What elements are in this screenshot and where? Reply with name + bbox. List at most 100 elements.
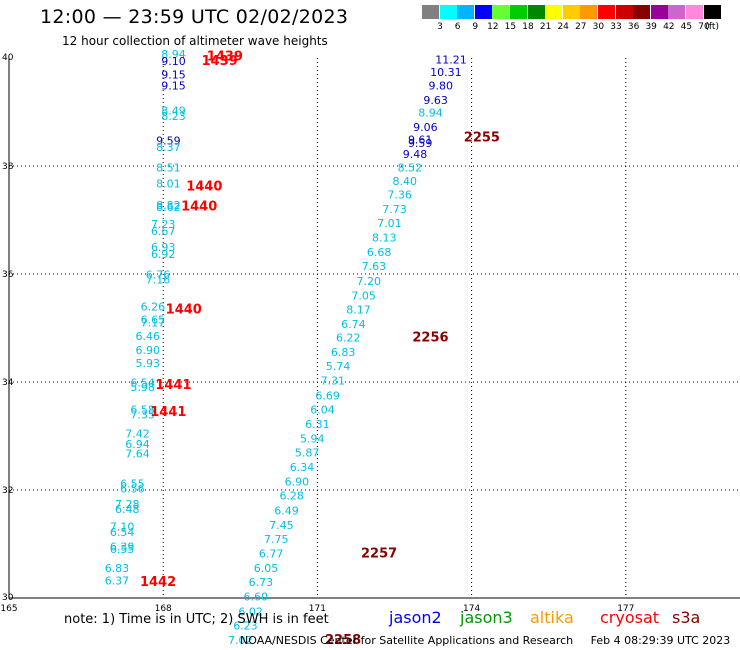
- wave-height-label: 6.58: [130, 403, 155, 416]
- legend-swatch: [439, 5, 457, 19]
- wave-height-label: 7.42: [125, 428, 150, 441]
- wave-height-label: 6.37: [105, 575, 130, 588]
- mission-label-jason2: jason2: [389, 608, 442, 627]
- legend-swatch: [527, 5, 545, 19]
- legend-bin-label: 18: [522, 22, 534, 32]
- wave-height-label: 5.93: [136, 357, 161, 370]
- wave-height-label: 9.80: [429, 79, 454, 92]
- wave-height-label: 6.54: [110, 526, 135, 539]
- y-tick-label: 38: [2, 162, 14, 172]
- legend-unit: (ft): [705, 22, 719, 32]
- wave-height-label: 8.37: [156, 141, 181, 154]
- wave-height-label: 7.17: [141, 316, 166, 329]
- y-tick-label: 30: [2, 593, 14, 603]
- wave-height-label: 11.21: [435, 53, 467, 66]
- wave-height-label: 8.17: [346, 303, 371, 316]
- wave-height-label: 5.94: [300, 432, 325, 445]
- wave-height-label: 9.59: [408, 137, 433, 150]
- y-tick-label: 36: [2, 270, 14, 280]
- wave-height-label: 9.06: [413, 121, 438, 134]
- x-tick-label: 168: [155, 604, 172, 614]
- wave-height-label: 8.13: [372, 232, 397, 245]
- legend-swatch: [474, 5, 492, 19]
- legend-bin-label: 36: [627, 22, 640, 32]
- wave-height-label: 9.15: [161, 69, 186, 82]
- wave-height-label: 8.82: [156, 199, 181, 212]
- wave-height-label: 6.77: [259, 548, 284, 561]
- wave-height-label: 9.59: [156, 134, 181, 147]
- pass-time-label: 1440: [181, 199, 217, 214]
- wave-height-label: 6.90: [136, 344, 161, 357]
- wave-height-label: 6.83: [331, 346, 356, 359]
- wave-height-label: 6.67: [151, 225, 176, 238]
- wave-height-label: 7.31: [321, 375, 346, 388]
- wave-height-label: 6.23: [233, 619, 258, 632]
- legend-swatch: [510, 5, 527, 19]
- wave-height-label: 6.02: [238, 605, 263, 618]
- legend-bin-label: 24: [557, 22, 569, 32]
- wave-height-label: 8.62: [156, 201, 181, 214]
- legend-swatch: [686, 5, 703, 19]
- legend-swatch: [457, 5, 475, 19]
- wave-height-label: 7.35: [130, 409, 155, 422]
- wave-height-label: 8.94: [161, 48, 186, 61]
- legend-bin-label: 12: [487, 22, 499, 32]
- wave-height-label: 7.10: [110, 521, 135, 534]
- y-tick-label: 32: [2, 486, 13, 496]
- legend-bin-label: 9: [472, 22, 479, 32]
- wave-height-label: 6.39: [110, 540, 135, 553]
- legend-bin-label: 21: [539, 22, 552, 32]
- x-tick-label: 174: [463, 604, 480, 614]
- wave-height-label: 8.23: [161, 110, 186, 123]
- legend-swatch: [492, 5, 510, 19]
- wave-height-label: 5.74: [326, 360, 351, 373]
- legend-swatch: [615, 5, 633, 19]
- wave-height-label: 5.98: [130, 381, 155, 394]
- wave-height-label: 7.45: [269, 519, 294, 532]
- legend-swatch: [633, 5, 651, 19]
- wave-height-label: 6.54: [130, 376, 155, 389]
- wave-height-label: 9.48: [403, 148, 428, 161]
- wave-height-label: 10.31: [430, 66, 462, 79]
- wave-height-label: 7.73: [382, 203, 407, 216]
- legend-bin-label: 42: [663, 22, 675, 32]
- wave-height-label: 7.20: [357, 275, 382, 288]
- y-tick-label: 34: [2, 378, 14, 388]
- wave-height-label: 6.05: [254, 562, 279, 575]
- wave-height-label: 6.73: [249, 576, 274, 589]
- pass-time-label: 2257: [361, 547, 397, 562]
- legend-bin-label: 3: [437, 22, 443, 32]
- legend-bin-label: 33: [610, 22, 622, 32]
- wave-height-label: 6.22: [336, 332, 361, 345]
- legend-bin-label: 70: [698, 22, 710, 32]
- wave-height-label: 6.04: [310, 403, 335, 416]
- wave-height-label: 9.15: [161, 79, 186, 92]
- wave-height-label: 9.10: [161, 55, 186, 68]
- wave-height-label: 7.01: [377, 217, 402, 230]
- wave-height-label: 8.40: [393, 175, 418, 188]
- pass-time-label: 1440: [166, 302, 202, 317]
- pass-time-label: 2255: [464, 131, 500, 146]
- legend-bin-label: 45: [680, 22, 693, 32]
- x-tick-label: 165: [0, 604, 17, 614]
- pass-time-label: 1442: [140, 575, 176, 590]
- wave-height-label: 7.02: [228, 634, 253, 647]
- x-tick-label: 171: [309, 604, 326, 614]
- wave-height-label: 8.01: [156, 178, 181, 191]
- footer-spacer: [577, 634, 588, 647]
- wave-height-label: 6.68: [367, 246, 392, 259]
- pass-time-label: 1439: [207, 50, 243, 65]
- units-note: note: 1) Time is in UTC; 2) SWH is in fe…: [64, 612, 329, 627]
- wave-height-label: 6.56: [120, 483, 145, 496]
- pass-time-label: 2256: [412, 331, 448, 346]
- legend-swatch: [545, 5, 563, 19]
- wave-height-label: 6.26: [141, 301, 166, 314]
- wave-height-label: 6.34: [290, 461, 315, 474]
- wave-height-label: 7.63: [362, 260, 387, 273]
- chart-subtitle: 12 hour collection of altimeter wave hei…: [62, 34, 328, 48]
- legend-swatch: [562, 5, 580, 19]
- legend-swatch: [668, 5, 686, 19]
- wave-height-label: 7.75: [264, 533, 289, 546]
- legend-swatch: [650, 5, 668, 19]
